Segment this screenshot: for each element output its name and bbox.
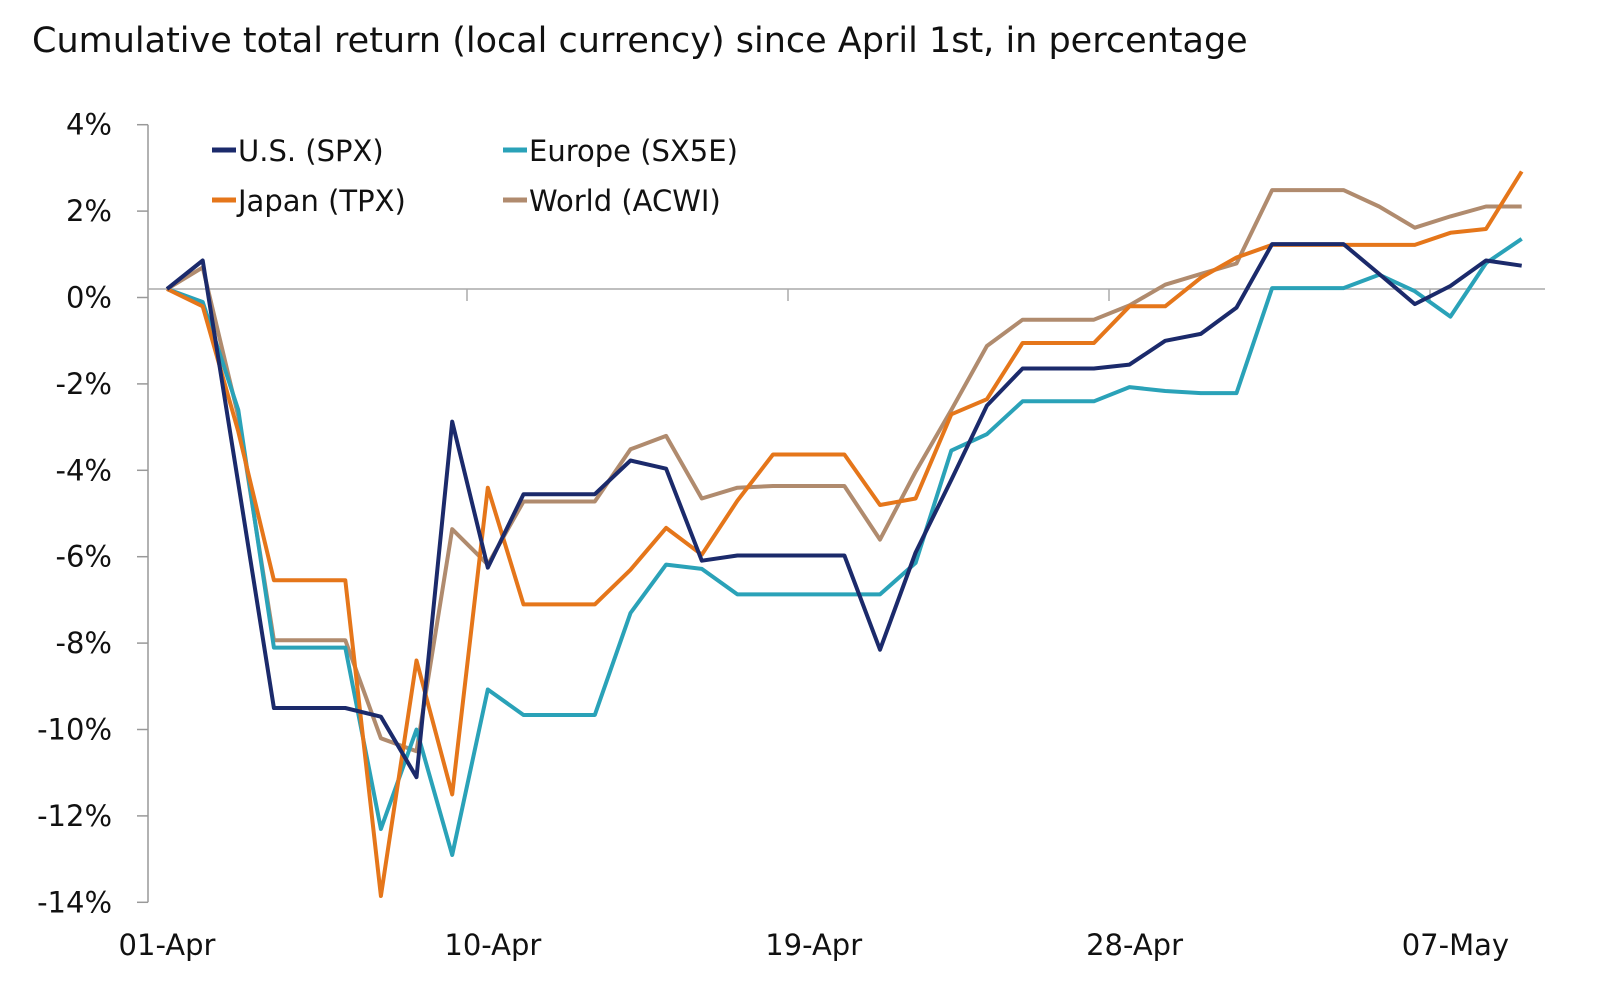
y-tick-label: 2% — [66, 194, 112, 228]
y-tick-label: -4% — [56, 453, 112, 487]
x-tick-label: 28-Apr — [1086, 928, 1183, 962]
series-line-europe-sx5e — [166, 237, 1523, 857]
x-tick-label: 19-Apr — [765, 928, 862, 962]
series-line-japan-tpx — [166, 170, 1524, 898]
x-tick-label: 07-May — [1402, 928, 1509, 962]
x-tick-label: 01-Apr — [119, 928, 216, 962]
legend-label: World (ACWI) — [529, 184, 721, 218]
legend-label: U.S. (SPX) — [238, 134, 384, 168]
series-line-u-s-spx — [165, 242, 1522, 780]
y-tick-label: -12% — [37, 799, 112, 833]
legend: U.S. (SPX) Europe (SX5E) Japan (TPX) World … — [212, 134, 738, 218]
series-lines — [165, 170, 1524, 898]
y-tick-label: -10% — [37, 713, 112, 747]
legend-label: Europe (SX5E) — [529, 134, 738, 168]
chart-title: Cumulative total return (local currency)… — [32, 21, 1248, 61]
series-line-world-acwi — [165, 188, 1522, 754]
legend-label: Japan (TPX) — [236, 184, 406, 218]
y-tick-label: -2% — [56, 367, 112, 401]
y-tick-label: -6% — [56, 540, 112, 574]
y-tick-label: -14% — [37, 885, 112, 919]
y-tick-label: -8% — [56, 626, 112, 660]
y-tick-label: 0% — [66, 281, 112, 315]
x-tick-label: 10-Apr — [444, 928, 541, 962]
y-tick-label: 4% — [66, 108, 112, 142]
axes: 4% 2% 0% -2% -4% -6% -8% -10% -12% -14%01-Apr 10-A… — [37, 108, 1545, 962]
